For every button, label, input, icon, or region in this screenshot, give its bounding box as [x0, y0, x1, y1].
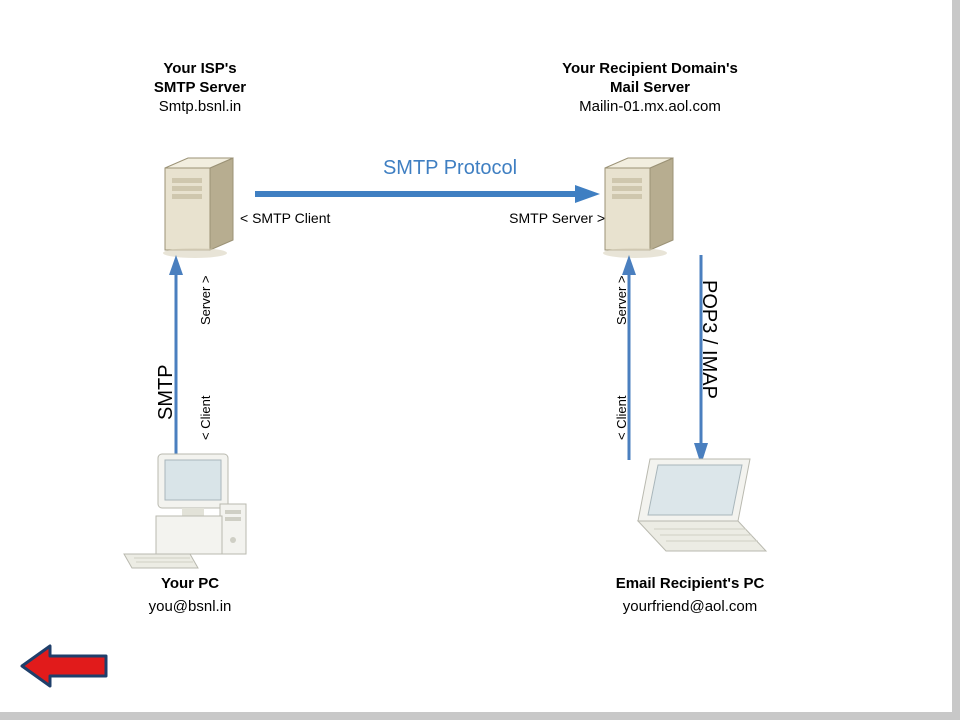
laptop-icon: [610, 455, 770, 565]
smtp-protocol-title: SMTP Protocol: [310, 156, 590, 181]
recipient-pc-title: Email Recipient's PC: [570, 575, 810, 594]
smtp-client-vertical: < Client: [198, 396, 213, 440]
smtp-server-role: SMTP Server >: [475, 210, 605, 228]
recipient-pc-label: Email Recipient's PC yourfriend@aol.com: [570, 575, 810, 617]
slide-shadow-right: [952, 0, 960, 720]
isp-sub: Smtp.bsnl.in: [100, 98, 300, 117]
smtp-server-vertical: Server >: [198, 276, 213, 326]
back-arrow-button[interactable]: [20, 642, 110, 690]
smtp-client-role: < SMTP Client: [240, 210, 370, 228]
recipient-title-1: Your Recipient Domain's: [500, 60, 800, 79]
smtp-vertical-label: SMTP: [155, 364, 178, 420]
isp-server-label: Your ISP's SMTP Server Smtp.bsnl.in: [100, 60, 300, 116]
your-pc-sub: you@bsnl.in: [110, 598, 270, 617]
recipient-pc-sub: yourfriend@aol.com: [570, 598, 810, 617]
pop3-imap-vertical-label: POP3 / IMAP: [697, 280, 720, 399]
your-pc-title: Your PC: [110, 575, 270, 594]
desktop-pc-icon: [120, 450, 260, 570]
isp-title-1: Your ISP's: [100, 60, 300, 79]
your-pc-label: Your PC you@bsnl.in: [110, 575, 270, 617]
slide-shadow-bottom: [0, 712, 960, 720]
arrow-smtp-horizontal-icon: [255, 184, 600, 204]
right-client-vertical: < Client: [614, 396, 629, 440]
recipient-sub: Mailin-01.mx.aol.com: [500, 98, 800, 117]
recipient-title-2: Mail Server: [500, 79, 800, 98]
server-isp-icon: [155, 150, 240, 260]
isp-title-2: SMTP Server: [100, 79, 300, 98]
recipient-server-label: Your Recipient Domain's Mail Server Mail…: [500, 60, 800, 116]
arrow-smtp-up-icon: [168, 255, 184, 460]
server-recipient-icon: [595, 150, 680, 260]
right-server-vertical: Server >: [614, 276, 629, 326]
